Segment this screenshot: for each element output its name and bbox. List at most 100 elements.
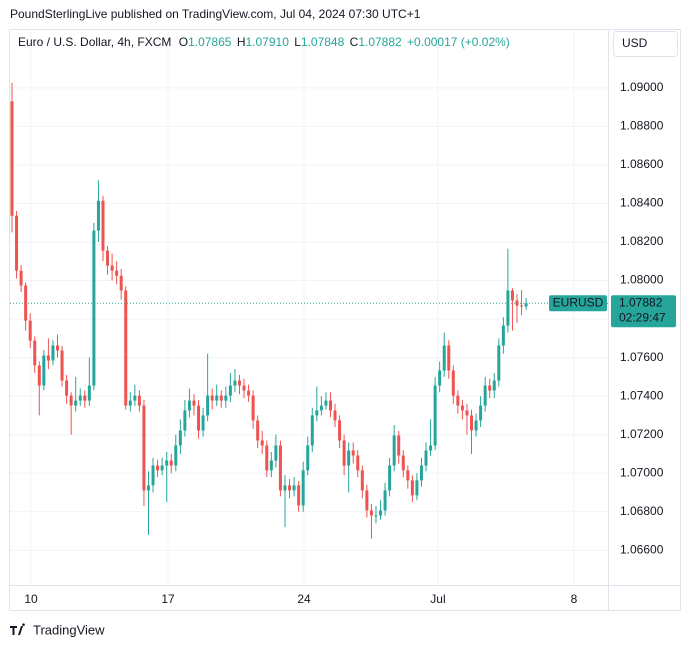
candle-body [124,290,128,406]
candle-body [192,400,196,406]
candle-body [306,445,310,471]
candle-body [488,385,492,391]
candle-body [87,385,91,401]
candle-body [415,480,419,496]
candle-body [379,510,383,516]
candle-body [301,470,305,506]
candle-body [310,415,314,446]
candle-body [10,101,14,216]
candle-body [369,510,373,516]
candle-body [456,395,460,406]
candle-body [51,345,55,361]
candle-body [224,395,228,401]
candle-body [388,465,392,491]
candle-body [465,410,469,416]
o-key: O [179,35,188,49]
candle-body [69,395,73,406]
candle-body [365,490,369,511]
l-key: L [294,35,301,49]
symbol-tag-text: EURUSD [553,295,604,309]
candle-body [251,395,255,421]
candle-body [74,400,78,406]
candle-body [83,395,87,401]
y-tick-label: 1.06800 [620,504,664,518]
candle-body [128,400,132,406]
candle-body [28,320,32,341]
candle-body [351,450,355,456]
candle-body [42,355,46,386]
candle-body [338,420,342,441]
frame [9,29,681,611]
currency[interactable]: USD [622,36,648,50]
candle-body [169,460,173,466]
c-value: 1.07882 [358,35,402,49]
candle-body [397,435,401,456]
y-tick-label: 1.08800 [620,119,664,133]
candle-body [96,200,100,231]
candle-body [401,455,405,471]
h-value: 1.07910 [245,35,289,49]
candle-body [447,345,451,371]
candle-body [247,390,251,396]
candle-body [228,385,232,396]
x-tick-label: 8 [571,592,578,606]
candle-body [110,265,114,271]
candle-body [328,400,332,411]
candle-body [319,405,323,411]
candle-body [55,345,59,351]
candle-body [78,395,82,401]
candle-body [360,470,364,491]
candle-body [419,465,423,481]
candle-body [438,370,442,386]
h-key: H [237,35,246,49]
candle-body [233,380,237,386]
candle-body [278,445,282,491]
candle-body [283,485,287,491]
y-tick-label: 1.08600 [620,157,664,171]
published-line: PoundSterlingLive published on TradingVi… [10,7,421,21]
candle-body [210,395,214,401]
candle-body [324,400,328,406]
candle-body [315,410,319,416]
y-tick-label: 1.07400 [620,388,664,402]
candle-body [215,395,219,401]
candle-body [392,435,396,466]
candle-body [260,440,264,446]
candle-body [501,325,505,346]
candle-body [269,460,273,471]
currency-button[interactable] [613,31,678,57]
candle-body [524,303,528,307]
candle-body [333,410,337,421]
candle-body [406,470,410,481]
price-tag-price: 1.07882 [619,295,663,309]
candle-body [206,395,210,416]
candle-body [429,445,433,451]
candle-body [274,445,278,461]
y-tick-label: 1.09000 [620,80,664,94]
candle-body [178,430,182,446]
candle-body [374,515,378,517]
candle-body [383,490,387,511]
symbol-tag [549,295,607,312]
change: +0.00017 (+0.02%) [407,35,510,49]
candle-body [424,450,428,466]
price-tag [611,295,676,328]
candle-body [183,410,187,431]
candle-body [15,215,19,271]
symbol: Euro / U.S. Dollar, 4h, FXCM [18,35,171,49]
candle-body [165,460,169,466]
o-value: 1.07865 [188,35,232,49]
candle-body [151,465,155,486]
x-tick-label: 24 [297,592,311,606]
candle-body [101,200,105,251]
candle-body [119,275,123,291]
candle-body [256,420,260,441]
y-tick-label: 1.07000 [620,465,664,479]
x-tick-label: 10 [24,592,38,606]
y-tick-label: 1.08200 [620,234,664,248]
candle-body [133,395,137,401]
candle-body [219,395,223,401]
candle-body [242,385,246,391]
candle-body [92,230,96,386]
